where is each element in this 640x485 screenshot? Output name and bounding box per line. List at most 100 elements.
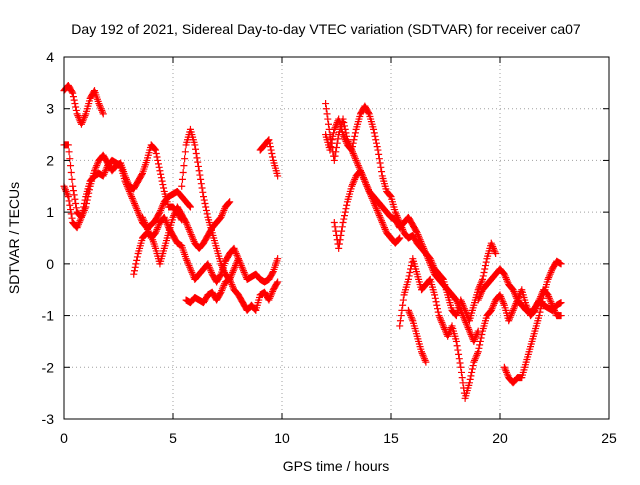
data-point — [232, 250, 240, 258]
y-tick-label: 1 — [46, 204, 54, 220]
data-point — [153, 153, 161, 161]
data-point — [333, 144, 340, 151]
data-point — [196, 171, 204, 179]
data-point — [510, 287, 518, 295]
data-point — [503, 275, 511, 283]
data-point — [413, 229, 421, 237]
data-point — [100, 170, 108, 178]
data-point — [489, 303, 497, 311]
data-point — [421, 356, 429, 364]
data-point — [61, 184, 69, 192]
data-point — [377, 215, 385, 223]
data-point — [511, 301, 519, 309]
data-point — [228, 270, 236, 278]
data-point — [133, 205, 141, 213]
data-point — [139, 215, 147, 223]
data-point — [473, 329, 481, 337]
data-point — [341, 208, 349, 216]
y-axis-label: SDTVAR / TECUs — [6, 182, 22, 294]
data-point — [232, 260, 240, 268]
data-point — [468, 365, 476, 373]
data-point — [489, 243, 497, 251]
data-point — [432, 298, 440, 306]
data-point — [150, 144, 158, 152]
data-point — [154, 156, 162, 164]
data-point — [124, 184, 132, 192]
data-point — [125, 186, 133, 194]
data-point — [138, 171, 146, 179]
data-point — [340, 215, 348, 223]
data-point — [266, 139, 274, 147]
data-point — [184, 260, 192, 268]
data-point — [431, 294, 439, 302]
data-point — [455, 301, 463, 309]
data-point — [154, 224, 162, 232]
data-point — [265, 136, 273, 144]
data-point — [186, 263, 194, 271]
data-point — [267, 291, 275, 299]
data-point — [217, 288, 225, 296]
data-point — [378, 168, 386, 176]
data-point — [158, 177, 166, 185]
data-point — [476, 337, 484, 345]
data-point — [453, 298, 461, 306]
data-point — [234, 256, 242, 264]
data-point — [198, 184, 206, 192]
data-point — [158, 203, 166, 211]
data-point — [79, 117, 87, 125]
data-point — [503, 368, 511, 376]
data-point — [509, 286, 517, 294]
data-point — [188, 232, 196, 240]
data-point — [157, 174, 165, 182]
data-point — [273, 279, 281, 287]
data-point — [157, 205, 165, 213]
data-point — [77, 213, 85, 221]
data-point — [138, 213, 146, 221]
data-point — [339, 131, 347, 139]
data-point — [501, 272, 509, 280]
data-point — [152, 229, 160, 237]
data-point — [544, 275, 552, 283]
data-point — [420, 244, 428, 252]
data-point — [501, 365, 509, 373]
data-point — [422, 250, 430, 258]
data-point — [444, 332, 452, 340]
data-point — [79, 206, 87, 214]
data-point — [380, 222, 388, 230]
data-point — [551, 306, 558, 314]
data-point — [156, 167, 164, 175]
data-point — [233, 251, 241, 259]
data-point — [181, 155, 189, 163]
data-point — [454, 346, 462, 354]
data-point — [399, 301, 407, 309]
data-point — [537, 305, 545, 313]
data-point — [99, 172, 107, 180]
data-point — [130, 270, 138, 278]
data-point — [184, 224, 192, 232]
data-point — [238, 263, 246, 271]
data-point — [434, 305, 442, 313]
data-point — [376, 159, 384, 167]
data-point — [133, 253, 141, 261]
data-point — [185, 201, 193, 209]
data-point — [219, 265, 227, 273]
data-point — [407, 313, 415, 321]
data-point — [457, 308, 465, 316]
data-point — [274, 172, 282, 180]
data-point — [506, 313, 514, 321]
data-point — [184, 222, 192, 230]
data-point — [70, 191, 78, 199]
data-point — [375, 212, 383, 220]
data-point — [414, 231, 422, 239]
data-point — [373, 143, 381, 151]
data-point — [335, 240, 343, 248]
data-point — [151, 145, 159, 153]
data-point — [74, 112, 82, 120]
data-point — [81, 112, 89, 120]
data-point — [92, 163, 100, 171]
data-point — [64, 193, 72, 201]
data-point — [192, 145, 200, 153]
data-point — [329, 132, 337, 140]
data-point — [431, 291, 439, 299]
data-point — [153, 225, 161, 233]
